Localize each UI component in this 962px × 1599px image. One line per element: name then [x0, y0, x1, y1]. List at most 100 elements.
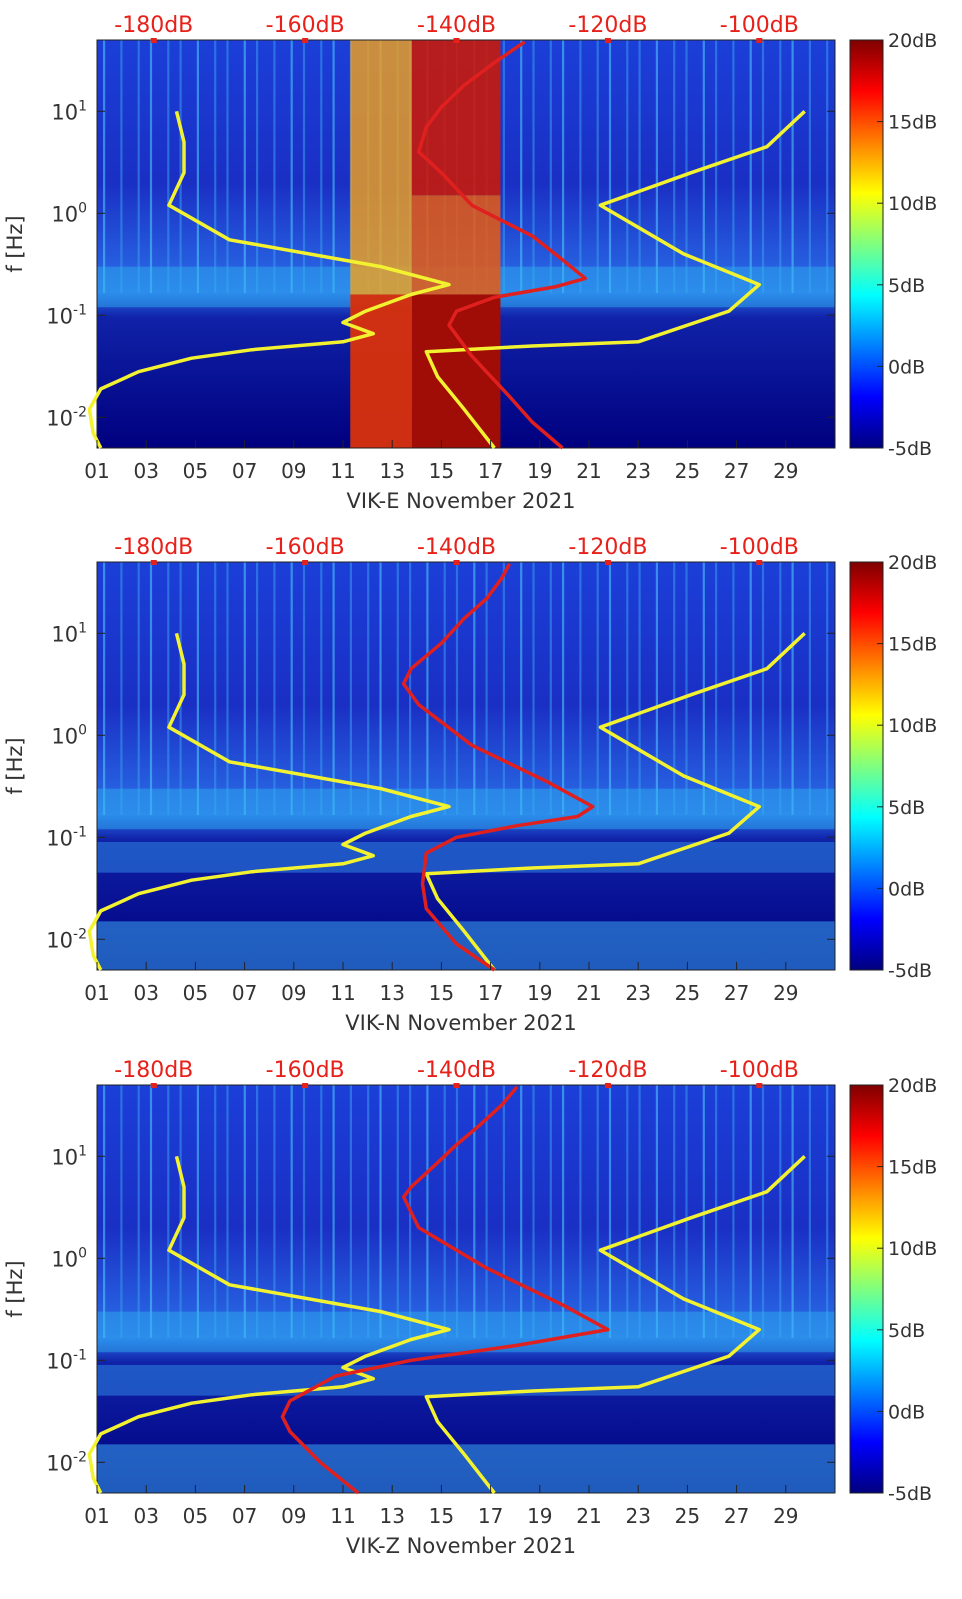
- spectrogram-area: [97, 1085, 835, 1493]
- spectrogram-stripe: [137, 40, 140, 293]
- spectrogram-stripe: [455, 562, 459, 815]
- top-axis-tick-label: -180dB: [114, 1058, 193, 1083]
- x-tick-label: 03: [133, 1504, 158, 1528]
- colorbar-tick-label: -5dB: [888, 1483, 932, 1505]
- spectrogram-stripe: [562, 562, 565, 815]
- x-tick-label: 27: [724, 981, 749, 1005]
- x-tick-label: 19: [527, 1504, 552, 1528]
- spectrogram-stripe: [409, 562, 412, 815]
- x-tick-label: 25: [675, 459, 700, 483]
- spectrogram-stripe: [702, 562, 705, 815]
- y-tick-label: 10-2: [46, 404, 87, 430]
- colorbar: [849, 39, 884, 449]
- spectrogram-stripe: [396, 1085, 399, 1338]
- spectrogram-stripe: [532, 562, 535, 815]
- x-tick-label: 15: [429, 1504, 454, 1528]
- spectrogram-stripe: [673, 562, 676, 815]
- red-psd-curve: [280, 1085, 610, 1495]
- spectrogram-stripe: [426, 562, 429, 815]
- top-axis-tick-label: -160dB: [266, 1058, 345, 1083]
- top-axis-tick-mark: [604, 560, 611, 565]
- spectrogram-stripe: [596, 40, 599, 293]
- y-tick-label: 101: [51, 1143, 87, 1169]
- secondary-band: [97, 1364, 835, 1396]
- spectrogram-stripe: [626, 40, 629, 293]
- x-tick-label: 17: [478, 1504, 503, 1528]
- x-tick-label: 01: [84, 459, 109, 483]
- spectrogram-stripe: [549, 562, 552, 815]
- spectrogram-stripe: [167, 40, 170, 293]
- colorbar-tick-label: 0dB: [888, 1401, 925, 1423]
- spectrogram-stripe: [332, 1085, 335, 1338]
- spectrogram-stripe: [779, 562, 782, 815]
- spectrogram-stripe: [120, 40, 123, 293]
- yellow-noise-curve: [424, 110, 806, 450]
- spectrogram-stripe: [626, 1085, 629, 1338]
- storm-band-high: [411, 40, 501, 196]
- y-tick-label: 101: [51, 620, 87, 646]
- spectrogram-stripe: [579, 40, 582, 293]
- top-axis-tick-mark: [302, 1083, 309, 1088]
- spectrogram-stripe: [685, 1085, 688, 1338]
- spectrogram-stripe: [349, 562, 352, 815]
- x-tick-label: 05: [183, 981, 208, 1005]
- spectrogram-stripe: [532, 40, 535, 293]
- top-axis-tick-label: -140dB: [417, 535, 496, 560]
- spectrogram-stripe: [579, 562, 582, 815]
- spectrogram-stripe: [502, 562, 505, 815]
- top-axis-tick-label: -100dB: [720, 535, 799, 560]
- top-axis-tick-mark: [150, 38, 157, 43]
- yellow-noise-curve: [424, 1155, 806, 1495]
- panel-vik-z: -180dB -160dB -140dB -120dB -100dB 10-2 10-1 10…: [3, 1058, 937, 1558]
- x-tick-label: 03: [133, 981, 158, 1005]
- spectrogram-stripe: [549, 1085, 552, 1338]
- x-tick-label: 25: [675, 981, 700, 1005]
- spectrogram-stripe: [332, 40, 335, 293]
- spectrogram-stripe: [520, 562, 523, 815]
- top-axis-tick-label: -140dB: [417, 1058, 496, 1083]
- spectrogram-stripe: [749, 562, 752, 815]
- x-tick-label: 29: [773, 981, 798, 1005]
- spectrogram-stripe: [702, 40, 705, 293]
- spectrogram-stripe: [638, 1085, 641, 1338]
- spectrogram-stripe: [732, 40, 735, 293]
- red-psd-curve: [401, 562, 595, 972]
- x-tick-label: 23: [625, 459, 650, 483]
- colorbar-tick-label: 20dB: [888, 30, 937, 52]
- spectrogram-stripe: [685, 562, 688, 815]
- x-tick-label: 27: [724, 1504, 749, 1528]
- spectrogram-stripe: [290, 562, 293, 815]
- spectrogram-stripe: [214, 40, 217, 293]
- x-tick-label: 11: [330, 1504, 355, 1528]
- yellow-noise-curve: [87, 110, 451, 449]
- spectrogram-stripe: [562, 40, 565, 293]
- spectrogram-stripe: [596, 562, 599, 815]
- spectrogram-area: [97, 562, 835, 970]
- top-axis-tick-mark: [453, 1083, 460, 1088]
- spectrogram-stripe: [520, 1085, 523, 1338]
- colorbar-tick-label: 10dB: [888, 715, 937, 737]
- spectrogram-stripe: [137, 1085, 140, 1338]
- microseism-band: [97, 1311, 835, 1353]
- x-axis-label: VIK-N November 2021: [345, 1011, 576, 1035]
- spectrogram-stripe: [749, 1085, 752, 1338]
- spectrogram-stripe: [655, 562, 658, 815]
- spectrogram-stripe: [214, 562, 217, 815]
- top-axis-tick-mark: [756, 38, 763, 43]
- x-tick-label: 29: [773, 1504, 798, 1528]
- spectrogram-stripe: [443, 562, 446, 815]
- spectrogram-stripe: [149, 562, 153, 815]
- red-psd-curve: [416, 40, 587, 450]
- spectrogram-stripe: [120, 562, 123, 815]
- top-axis-tick-mark: [150, 560, 157, 565]
- colorbar-tick-label: 5dB: [888, 275, 925, 297]
- colorbar: [849, 1084, 884, 1494]
- spectrogram-stripe: [826, 40, 829, 293]
- spectrogram-stripe: [761, 40, 765, 293]
- colorbar-tick-label: 5dB: [888, 1320, 925, 1342]
- top-axis-tick-mark: [453, 38, 460, 43]
- spectrogram-stripe: [549, 40, 552, 293]
- spectrogram-stripe: [137, 562, 140, 815]
- x-tick-label: 07: [232, 1504, 257, 1528]
- spectrogram-stripe: [808, 1085, 811, 1338]
